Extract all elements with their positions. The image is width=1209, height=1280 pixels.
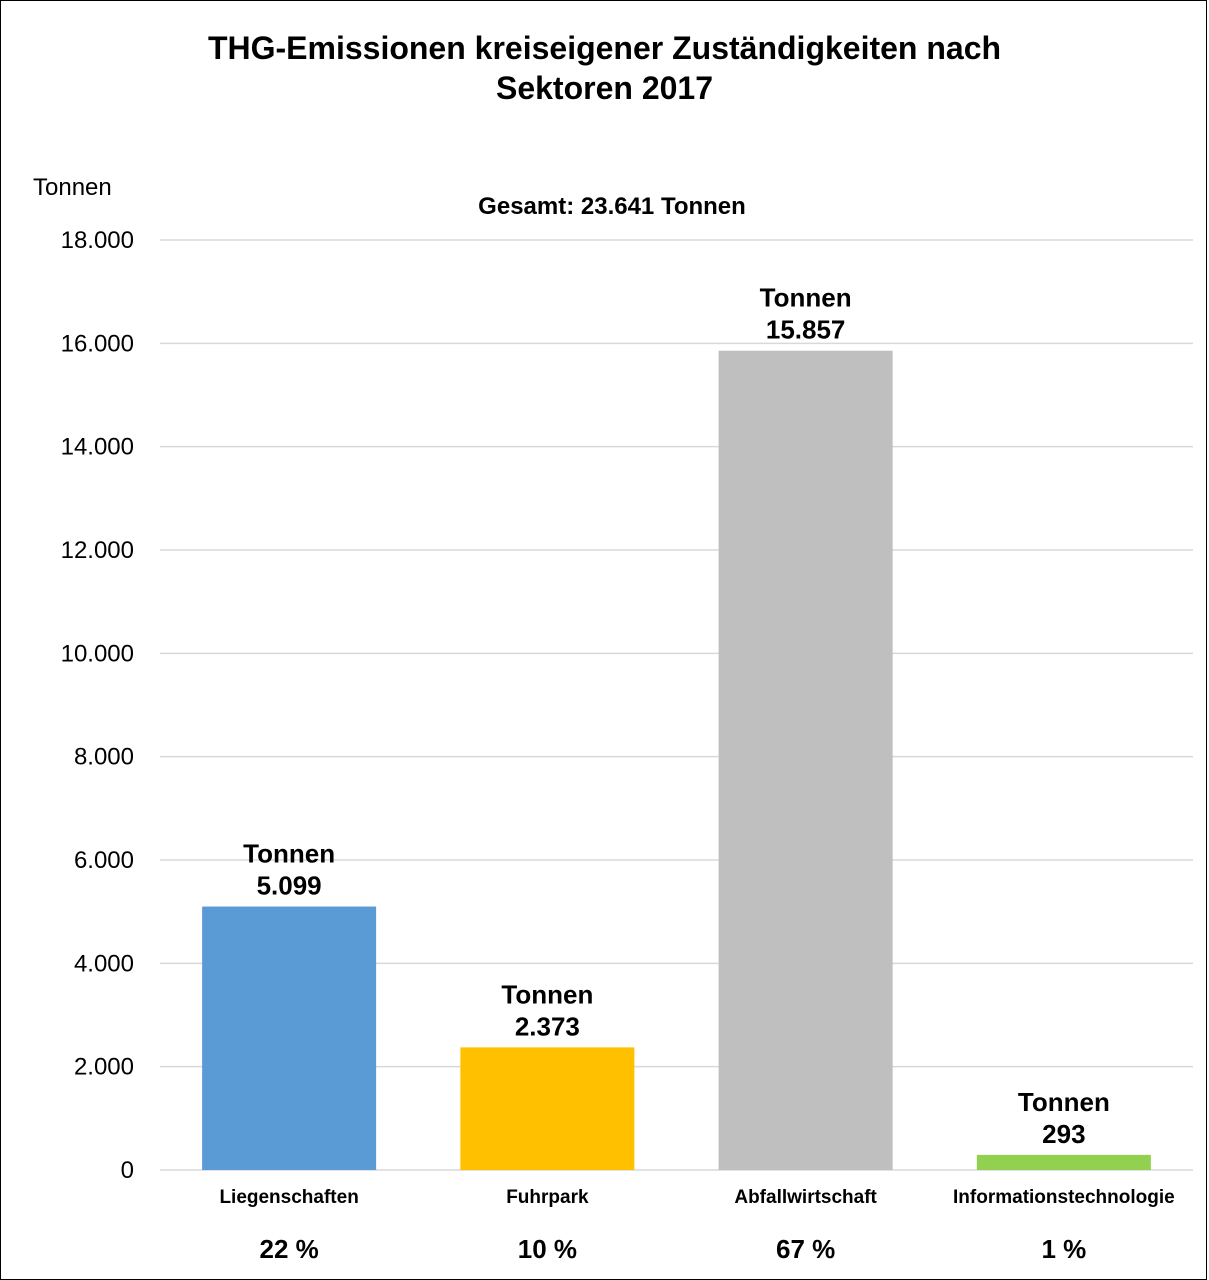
percentage-label: 10 % — [518, 1234, 577, 1264]
data-label: 5.099 — [257, 871, 322, 901]
bar — [976, 1154, 1151, 1170]
chart-title-line1: THG-Emissionen kreiseigener Zuständigkei… — [207, 30, 1002, 66]
data-label-unit: Tonnen — [243, 839, 335, 869]
y-tick-label: 2.000 — [74, 1054, 134, 1081]
x-tick-label: Abfallwirtschaft — [734, 1187, 877, 1208]
y-tick-label: 14.000 — [61, 434, 134, 461]
percentage-label: 67 % — [776, 1234, 835, 1264]
data-label-unit: Tonnen — [760, 283, 852, 313]
y-tick-label: 6.000 — [74, 847, 134, 874]
chart-subtitle: Gesamt: 23.641 Tonnen — [478, 193, 746, 220]
x-tick-label: Liegenschaften — [219, 1187, 358, 1208]
bar — [202, 906, 377, 1170]
y-tick-label: 10.000 — [61, 640, 134, 667]
bar — [718, 350, 893, 1170]
data-label: 293 — [1042, 1119, 1085, 1149]
chart-title-line2: Sektoren 2017 — [495, 70, 713, 106]
y-tick-label: 16.000 — [61, 330, 134, 357]
data-label: 15.857 — [766, 315, 846, 345]
x-tick-label: Fuhrpark — [506, 1187, 589, 1208]
data-label-unit: Tonnen — [1018, 1087, 1110, 1117]
bar — [460, 1047, 635, 1170]
y-axis-label: Tonnen — [33, 174, 112, 201]
x-tick-label: Informationstechnologie — [953, 1187, 1175, 1208]
percentage-label: 22 % — [259, 1234, 318, 1264]
data-label: 2.373 — [515, 1011, 580, 1041]
y-tick-label: 0 — [121, 1157, 134, 1184]
chart-title: THG-Emissionen kreiseigener Zuständigkei… — [0, 28, 1209, 108]
y-tick-label: 4.000 — [74, 950, 134, 977]
y-tick-label: 18.000 — [61, 227, 134, 254]
data-label-unit: Tonnen — [501, 979, 593, 1009]
percentage-label: 1 % — [1041, 1234, 1086, 1264]
y-tick-label: 8.000 — [74, 744, 134, 771]
y-tick-label: 12.000 — [61, 537, 134, 564]
